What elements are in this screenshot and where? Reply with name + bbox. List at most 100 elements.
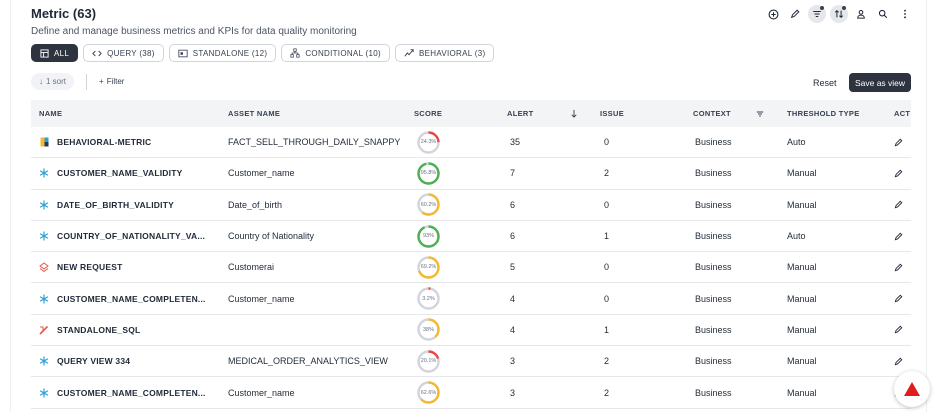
add-filter-button[interactable]: + Filter (99, 77, 124, 86)
user-button[interactable] (852, 5, 870, 23)
pencil-icon (894, 326, 903, 334)
metric-name: COUNTRY_OF_NATIONALITY_VA... (57, 231, 206, 242)
row-edit-button[interactable] (894, 357, 911, 366)
metric-name-cell[interactable]: NEW REQUEST (31, 262, 227, 273)
user-icon (857, 9, 865, 19)
score-gauge-fill (417, 287, 440, 310)
tab-all[interactable]: ALL (31, 44, 79, 62)
alert-count: 5 (510, 262, 516, 273)
tab-label: ALL (54, 48, 70, 58)
column-header-score[interactable]: SCORE (414, 109, 443, 118)
score-cell: 38% (413, 317, 507, 342)
assistant-fab-button[interactable] (894, 371, 930, 407)
column-header-alert-label: ALERT (507, 109, 534, 118)
score-gauge-fill (417, 381, 440, 404)
column-header-context[interactable]: CONTEXT (693, 109, 786, 118)
context-value: Business (695, 324, 732, 335)
score-gauge: 95.8% (416, 161, 441, 186)
alert-count: 6 (510, 231, 516, 242)
table-row[interactable]: COUNTRY_OF_NATIONALITY_VA... Country of N… (31, 221, 911, 253)
issue-count: 2 (604, 168, 610, 179)
alert-count: 3 (510, 387, 516, 398)
issue-count: 0 (604, 199, 610, 210)
score-value: 62.6% (420, 389, 437, 396)
tab-label: CONDITIONAL (10) (305, 48, 381, 58)
frame-left-border (10, 0, 11, 412)
metric-name-cell[interactable]: BEHAVIORAL-METRIC (31, 137, 227, 147)
column-header-actions: ACT (894, 109, 911, 118)
page-title: Metric (63) (31, 6, 97, 21)
row-edit-button[interactable] (894, 169, 911, 178)
table-row[interactable]: CUSTOMER_NAME_COMPLETEN... Customer_name 6… (31, 377, 911, 409)
metric-name-cell[interactable]: CUSTOMER_NAME_VALIDITY (31, 168, 227, 178)
row-edit-button[interactable] (894, 263, 911, 272)
tab-conditional[interactable]: CONDITIONAL (10) (281, 44, 390, 62)
score-cell: 60.2% (413, 192, 507, 217)
tab-query[interactable]: QUERY (38) (83, 44, 164, 62)
threshold-type-value: Manual (787, 199, 817, 210)
metrics-table: NAME ASSET NAME SCORE ALERT ISSUE CONTEX… (31, 100, 911, 409)
score-gauge: 62.6% (416, 380, 441, 405)
score-gauge: 3.2% (416, 286, 441, 311)
metric-name-cell[interactable]: STANDALONE_SQL (31, 325, 227, 335)
sort-toggle-button[interactable] (830, 5, 848, 23)
score-value: 20.1% (420, 358, 437, 365)
row-edit-button[interactable] (894, 138, 911, 147)
row-edit-button[interactable] (894, 232, 911, 241)
metric-name-cell[interactable]: QUERY VIEW 334 (31, 356, 227, 366)
score-gauge-fill (417, 256, 440, 279)
filter-bar: ↓ 1 sort + Filter (31, 73, 124, 90)
table-row[interactable]: NEW REQUEST Customerai 69.2% 5 0 Business Manu… (31, 252, 911, 284)
score-gauge-fill (417, 318, 440, 342)
score-gauge: 93% (416, 224, 441, 249)
row-edit-button[interactable] (894, 325, 911, 334)
table-row[interactable]: CUSTOMER_NAME_COMPLETEN... Customer_name 3… (31, 283, 911, 315)
metric-name-cell[interactable]: COUNTRY_OF_NATIONALITY_VA... (31, 231, 227, 241)
more-options-button[interactable] (896, 5, 914, 23)
reset-button[interactable]: Reset (813, 78, 837, 88)
table-row[interactable]: BEHAVIORAL-METRIC FACT_SELL_THROUGH_DAILY… (31, 127, 911, 159)
search-button[interactable] (874, 5, 892, 23)
sort-chip[interactable]: ↓ 1 sort (31, 73, 75, 90)
column-header-name[interactable]: NAME (39, 109, 63, 118)
edit-button[interactable] (786, 5, 804, 23)
context-value: Business (695, 262, 732, 273)
conditional-metric-icon (39, 262, 49, 273)
save-as-view-button[interactable]: Save as view (849, 73, 911, 92)
window-icon (178, 49, 188, 57)
table-row[interactable]: STANDALONE_SQL 38% 4 1 Business Manual (31, 315, 911, 347)
tab-standalone[interactable]: STANDALONE (12) (168, 44, 277, 62)
tab-behavioral[interactable]: BEHAVIORAL (3) (394, 44, 495, 62)
column-header-context-label: CONTEXT (693, 109, 731, 118)
add-button[interactable] (764, 5, 782, 23)
column-header-threshold-type[interactable]: THRESHOLD TYPE (787, 109, 860, 118)
snowflake-icon (39, 200, 49, 210)
alert-count: 4 (510, 293, 516, 304)
metric-name-cell[interactable]: CUSTOMER_NAME_COMPLETEN... (31, 294, 227, 304)
column-header-issue[interactable]: ISSUE (600, 109, 625, 118)
sort-chip-label: 1 sort (46, 77, 67, 86)
issue-count: 0 (604, 137, 610, 148)
context-value: Business (695, 168, 732, 179)
metric-name-cell[interactable]: CUSTOMER_NAME_COMPLETEN... (31, 388, 227, 398)
add-filter-label: Filter (106, 77, 125, 86)
pencil-icon (894, 169, 903, 178)
score-cell: 24.3% (413, 130, 507, 155)
column-header-asset-name[interactable]: ASSET NAME (228, 109, 281, 118)
table-row[interactable]: CUSTOMER_NAME_VALIDITY Customer_name 95.8%… (31, 158, 911, 190)
table-row[interactable]: QUERY VIEW 334 MEDICAL_ORDER_ANALYTICS_VI… (31, 346, 911, 378)
pencil-icon (894, 263, 903, 272)
row-edit-button[interactable] (894, 200, 911, 209)
metric-name: CUSTOMER_NAME_VALIDITY (57, 168, 183, 179)
sort-descending-icon[interactable] (570, 109, 578, 118)
filter-lines-icon[interactable] (756, 110, 764, 118)
table-row[interactable]: DATE_OF_BIRTH_VALIDITY Date_of_birth 60.2%… (31, 190, 911, 221)
score-value: 93% (422, 233, 434, 240)
filter-toggle-button[interactable] (808, 5, 826, 23)
score-gauge: 24.3% (416, 130, 441, 155)
header-actions (764, 5, 914, 23)
metric-name-cell[interactable]: DATE_OF_BIRTH_VALIDITY (31, 200, 227, 210)
row-edit-button[interactable] (894, 294, 911, 303)
column-header-alert[interactable]: ALERT (507, 109, 600, 118)
score-gauge: 60.2% (416, 192, 441, 217)
